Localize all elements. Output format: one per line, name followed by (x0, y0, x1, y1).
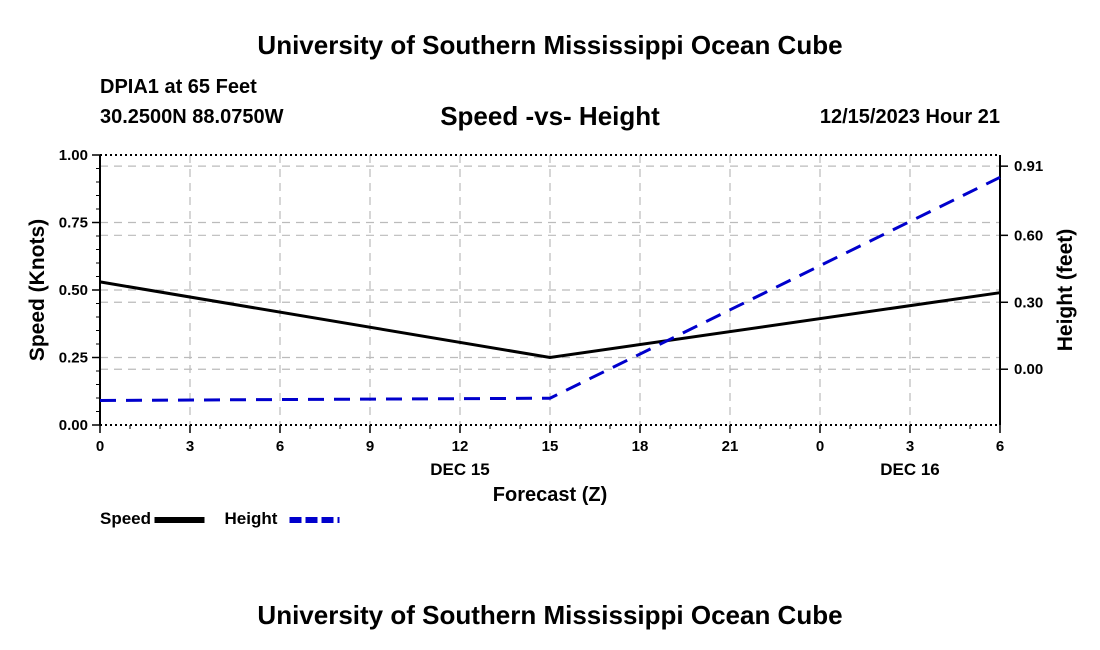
x-day-label: DEC 16 (880, 460, 940, 479)
y2-tick-label: 0.91 (1014, 158, 1043, 175)
x-tick-label: 12 (452, 438, 469, 455)
x-tick-label: 9 (366, 438, 374, 455)
x-axis-title: Forecast (Z) (493, 484, 607, 506)
y2-tick-label: 0.30 (1014, 294, 1043, 311)
x-day-label: DEC 15 (430, 460, 490, 479)
x-tick-label: 0 (816, 438, 824, 455)
forecast-datetime: 12/15/2023 Hour 21 (819, 106, 1000, 128)
chart-title: Speed -vs- Height (440, 101, 660, 131)
x-tick-label: 3 (186, 438, 194, 455)
y2-axis-title: Height (feet) (1054, 229, 1077, 352)
x-tick-label: 0 (96, 438, 104, 455)
page-title: University of Southern Mississippi Ocean… (257, 30, 843, 60)
footer-title: University of Southern Mississippi Ocean… (257, 600, 843, 630)
series-line-speed (99, 280, 1001, 360)
y-tick-label: 0.00 (59, 417, 88, 434)
station-label: DPIA1 at 65 Feet (100, 76, 257, 98)
y2-tick-label: 0.60 (1014, 227, 1043, 244)
legend-label-speed: Speed (100, 509, 151, 528)
x-tick-label: 21 (722, 438, 739, 455)
legend-label-height: Height (225, 509, 278, 528)
y-tick-label: 0.25 (59, 350, 88, 367)
x-tick-label: 18 (632, 438, 649, 455)
x-tick-label: 15 (542, 438, 559, 455)
x-tick-label: 6 (276, 438, 284, 455)
y-tick-label: 0.50 (59, 282, 88, 299)
station-coordinates: 30.2500N 88.0750W (100, 106, 284, 128)
y-tick-label: 1.00 (59, 147, 88, 164)
y-axis-title: Speed (Knots) (26, 219, 49, 361)
series-line-height (99, 175, 1001, 402)
y-tick-label: 0.75 (59, 215, 88, 232)
x-tick-label: 6 (996, 438, 1004, 455)
x-tick-label: 3 (906, 438, 914, 455)
y2-tick-label: 0.00 (1014, 361, 1043, 378)
